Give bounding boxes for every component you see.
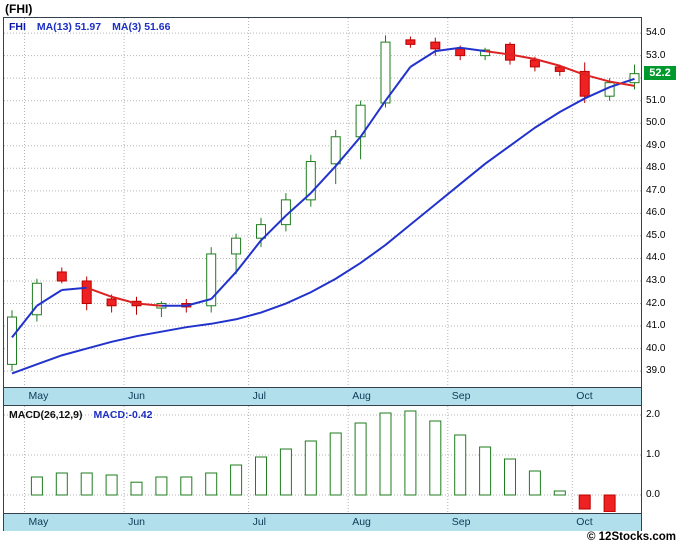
month-label-jun: Jun [128,390,146,402]
macd-tick-label: 0.0 [646,489,660,500]
macd-tick-label: 2.0 [646,409,660,420]
price-tick-label: 47.0 [646,184,666,196]
candlestick-price-chart [4,18,641,386]
ma13-legend-label: MA(13) 51.97 [36,21,102,33]
month-label-may: May [28,516,49,528]
price-tick-label: 54.0 [646,27,666,39]
price-tick-label: 51.0 [646,94,666,106]
price-tick-label: 48.0 [646,162,666,174]
ma3-legend-label: MA(3) 51.66 [112,21,171,33]
price-tick-label: 42.0 [646,297,666,309]
macd-month-axis-band: May Jun Jul Aug Sep Oct [4,514,641,531]
price-plot-area: FHI MA(13) 51.97 MA(3) 51.66 [4,18,641,388]
last-price-badge: 52.2 [644,65,676,80]
price-chart-frame: FHI MA(13) 51.97 MA(3) 51.66 May Jun Jul Au… [3,17,642,405]
month-label-sep: Sep [451,390,471,402]
macd-chart-frame: MACD(26,12,9) MACD:-0.42 May Jun Jul Aug Sep… [3,405,642,531]
macd-params-label: MACD(26,12,9) [9,409,83,421]
macd-value-label: MACD:-0.42 [93,409,153,421]
ticker-title: (FHI) [5,2,33,16]
price-tick-label: 46.0 [646,207,666,219]
copyright-label: © 12Stocks.com [586,531,676,543]
price-tick-label: 49.0 [646,139,666,151]
price-tick-label: 44.0 [646,252,666,264]
month-label-aug: Aug [352,390,371,402]
macd-plot-area: MACD(26,12,9) MACD:-0.42 [4,406,641,514]
price-tick-label: 40.0 [646,342,666,354]
month-label-oct: Oct [576,516,593,528]
macd-tick-label: 1.0 [646,449,660,460]
macd-histogram-chart [4,406,641,512]
price-month-axis-band: May Jun Jul Aug Sep Oct [4,388,641,405]
month-label-aug: Aug [352,516,371,528]
month-label-may: May [28,390,49,402]
price-legend: FHI MA(13) 51.97 MA(3) 51.66 [9,21,170,33]
month-label-jun: Jun [128,516,146,528]
macd-legend: MACD(26,12,9) MACD:-0.42 [9,409,152,421]
month-label-jul: Jul [252,516,267,528]
month-label-oct: Oct [576,390,593,402]
price-tick-label: 39.0 [646,365,666,377]
month-label-sep: Sep [451,516,471,528]
price-tick-label: 50.0 [646,117,666,129]
ticker-symbol-label: FHI [9,21,26,33]
price-tick-label: 41.0 [646,320,666,332]
price-tick-label: 53.0 [646,49,666,61]
month-label-jul: Jul [252,390,267,402]
price-tick-label: 45.0 [646,229,666,241]
price-tick-label: 43.0 [646,274,666,286]
